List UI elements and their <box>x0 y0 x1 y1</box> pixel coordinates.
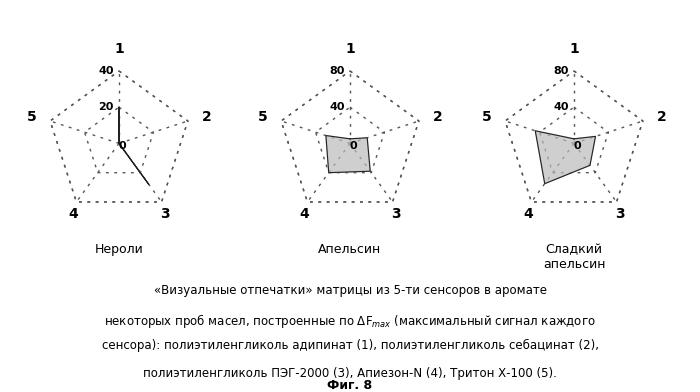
Text: 0: 0 <box>573 141 581 151</box>
Text: 3: 3 <box>391 207 401 221</box>
Text: 40: 40 <box>554 102 569 112</box>
Text: 3: 3 <box>615 207 625 221</box>
Text: сенсора): полиэтиленгликоль адипинат (1), полиэтиленгликоль себацинат (2),: сенсора): полиэтиленгликоль адипинат (1)… <box>102 339 598 352</box>
Text: 4: 4 <box>523 207 533 221</box>
Text: 2: 2 <box>202 109 211 123</box>
Text: 0: 0 <box>118 141 126 151</box>
Text: 80: 80 <box>554 66 569 76</box>
Text: 5: 5 <box>482 109 491 123</box>
Text: 40: 40 <box>330 102 345 112</box>
Text: 40: 40 <box>99 66 114 76</box>
Text: 0: 0 <box>349 141 357 151</box>
Text: 2: 2 <box>657 109 666 123</box>
Text: 1: 1 <box>345 42 355 56</box>
Text: 5: 5 <box>27 109 36 123</box>
Text: 2: 2 <box>433 109 442 123</box>
Text: Нероли: Нероли <box>94 243 144 256</box>
Text: Апельсин: Апельсин <box>318 243 382 256</box>
Text: 4: 4 <box>68 207 78 221</box>
Text: 80: 80 <box>330 66 345 76</box>
Polygon shape <box>326 136 370 172</box>
Text: 1: 1 <box>569 42 579 56</box>
Text: «Визуальные отпечатки» матрицы из 5-ти сенсоров в аромате: «Визуальные отпечатки» матрицы из 5-ти с… <box>153 285 547 298</box>
Polygon shape <box>119 107 149 184</box>
Text: 1: 1 <box>114 42 124 56</box>
Text: Сладкий
апельсин: Сладкий апельсин <box>542 243 606 271</box>
Text: некоторых проб масел, построенные по ΔF$_{max}$ (максимальный сигнал каждого: некоторых проб масел, построенные по ΔF$… <box>104 312 596 330</box>
Text: 4: 4 <box>299 207 309 221</box>
Text: Фиг. 8: Фиг. 8 <box>328 379 372 392</box>
Text: 3: 3 <box>160 207 170 221</box>
Text: 20: 20 <box>99 102 114 112</box>
Text: полиэтиленгликоль ПЭГ-2000 (3), Апиезон-N (4), Тритон Х-100 (5).: полиэтиленгликоль ПЭГ-2000 (3), Апиезон-… <box>143 367 557 380</box>
Text: 5: 5 <box>258 109 267 123</box>
Polygon shape <box>536 131 596 184</box>
